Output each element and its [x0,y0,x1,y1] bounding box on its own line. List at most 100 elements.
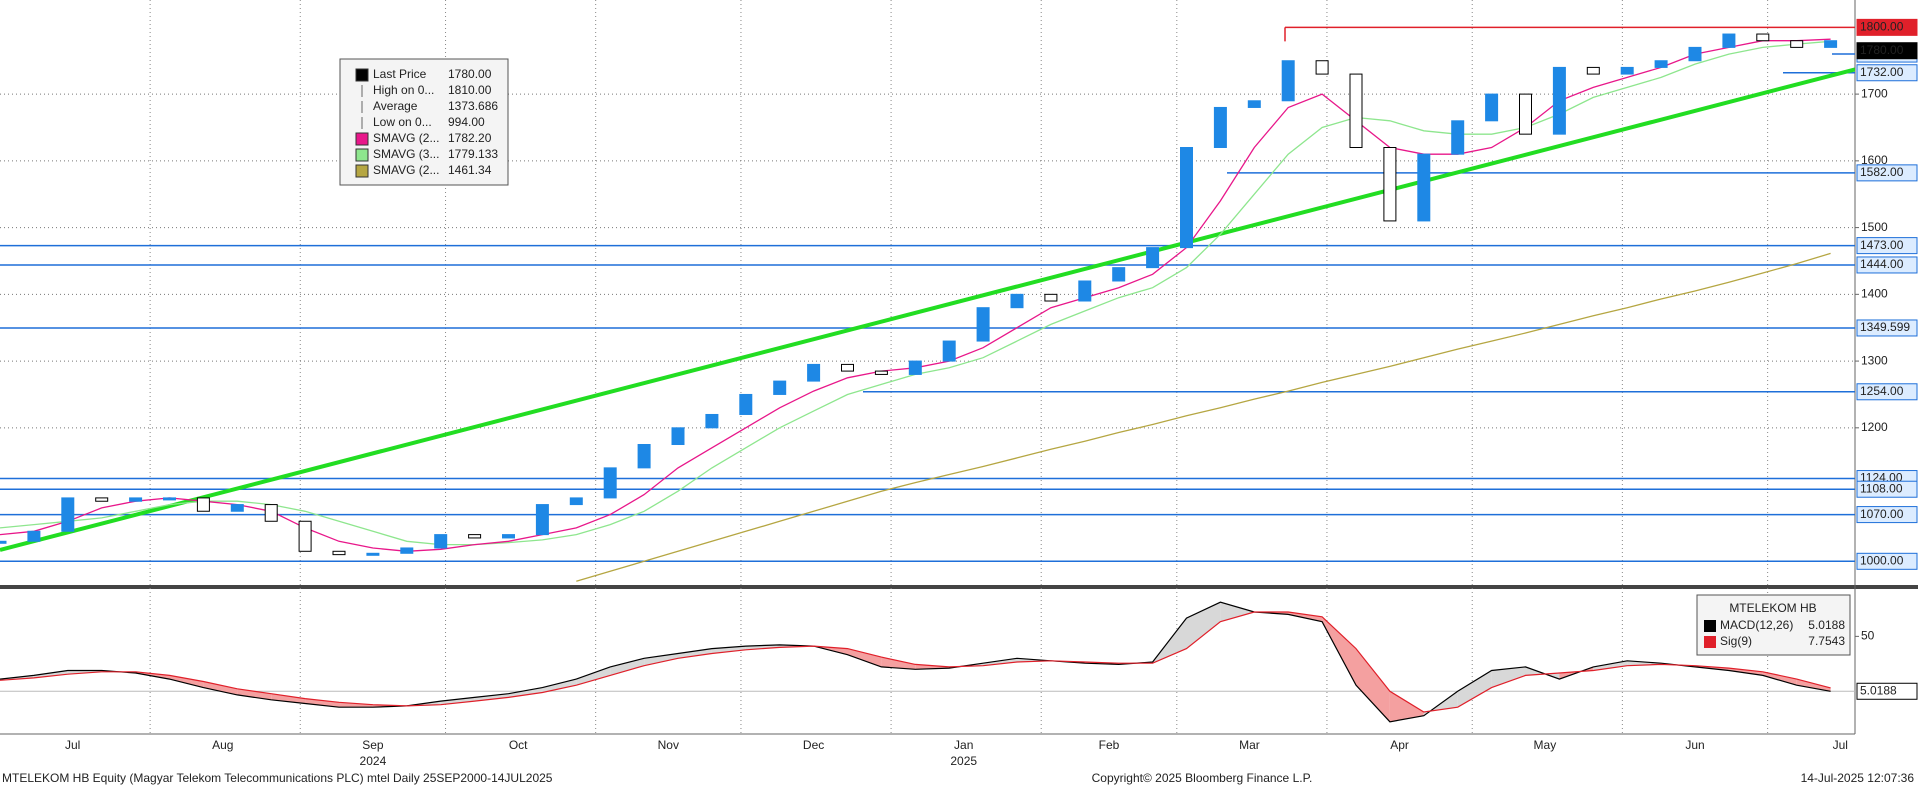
x-tick-label: Feb [1099,738,1120,752]
legend-label: Sig(9) [1720,634,1752,648]
macd-fill [983,658,1017,666]
legend: Last Price 1780.00 High on 0... 1810.00 Aver… [339,58,509,186]
macd-legend: MTELEKOM HB MACD(12,26) 5.0188 Sig(9) 7.7543 [1696,594,1851,656]
candle [1010,293,1024,309]
year-label: 2025 [950,754,977,768]
macd-fill [508,687,543,698]
price-tag-box [1856,18,1918,36]
candle [705,413,719,429]
macd-fill [1491,666,1526,688]
y-tick-label: 1600 [1861,153,1888,167]
macd-fill [271,693,306,704]
y-tick-label: 1200 [1861,420,1888,434]
candle [163,497,176,501]
legend-swatch [1704,636,1716,648]
legend-value: 1782.20 [448,131,492,145]
price-tag-box [1856,42,1918,60]
x-tick-label: May [1534,738,1557,752]
macd-fill [440,697,475,705]
candle [1552,66,1566,135]
candle [1349,73,1363,149]
macd-fill [305,698,339,708]
legend-label: Low on 0... [373,115,432,129]
candle [298,520,312,552]
price-tag-box [1856,237,1918,255]
y-tick-label: 50 [1861,629,1875,643]
macd-fill [237,688,272,700]
macd-fill [711,646,746,654]
candle [535,504,549,536]
price-tag-box [1856,682,1918,700]
x-tick-label: Sep [362,738,384,752]
legend-value: 1461.34 [448,163,492,177]
price-tag-label: 5.0188 [1860,683,1897,697]
price-tag-label: 1000.00 [1860,553,1904,567]
candle [332,550,346,556]
x-tick-label: Oct [509,738,528,752]
candle [1586,66,1600,75]
price-tag-label: 1254.00 [1860,384,1904,398]
legend-swatch [355,68,369,82]
candle [908,360,922,375]
candle [196,497,210,512]
candle [942,340,956,362]
footer-right: 14-Jul-2025 12:07:36 [1801,771,1915,785]
candle [671,427,685,446]
price-tag: 1800.00 [1856,18,1918,36]
candle [1620,66,1634,75]
candle [27,530,41,542]
legend-swatch [1704,620,1716,632]
price-tag: 1732.00 [1856,64,1918,82]
candle [1112,267,1126,282]
macd-fill [881,657,916,670]
macd-fill [542,679,577,693]
y-tick-label: 1500 [1861,220,1888,234]
candle [0,540,7,544]
price-tag-box [1856,383,1918,401]
legend-label: Average [373,99,418,113]
candle [841,363,854,372]
plot-area [0,0,1855,734]
macd-fill [1796,679,1831,692]
candle [1722,33,1736,48]
candle [1688,46,1702,62]
legend-box [1696,594,1851,656]
candle [502,534,515,539]
x-tick-label: Aug [212,738,233,752]
legend-title: MTELEKOM HB [1729,601,1816,615]
macd-fill [169,675,204,688]
candle [874,370,888,375]
price-tag-box [1856,64,1918,82]
candle [603,467,617,499]
price-tag: 1473.00 [1856,237,1918,255]
macd-fill [847,648,882,667]
price-tag: 1582.00 [1856,164,1918,182]
x-tick-label: Dec [803,738,824,752]
price-tag-label: 1108.00 [1860,481,1903,495]
price-tag-label: 1349.599 [1860,320,1910,334]
candle [739,393,753,415]
legend-value: 7.7543 [1808,634,1845,648]
price-tag-label: 1070.00 [1860,507,1904,521]
price-tag-label: 1582.00 [1860,165,1904,179]
x-tick-label: Jul [65,738,80,752]
candle [1654,60,1668,68]
candle [1281,60,1295,102]
price-tag: 1108.00 [1856,480,1918,498]
candle [1078,280,1092,302]
x-tick-label: Nov [658,738,679,752]
legend-label: SMAVG (3... [373,147,439,161]
year-label: 2024 [360,754,387,768]
legend-value: 994.00 [448,115,485,129]
price-tag: 1444.00 [1856,256,1918,274]
legend-label: SMAVG (2... [373,163,439,177]
macd-fill [1457,670,1492,708]
macd-fill [474,693,509,702]
macd-fill [576,666,611,686]
price-tag-label: 1473.00 [1860,238,1904,252]
moving-average-line [576,252,1831,582]
x-tick-label: Jul [1833,738,1848,752]
price-tag-box [1856,164,1918,182]
legend-label: High on 0... [373,83,434,97]
